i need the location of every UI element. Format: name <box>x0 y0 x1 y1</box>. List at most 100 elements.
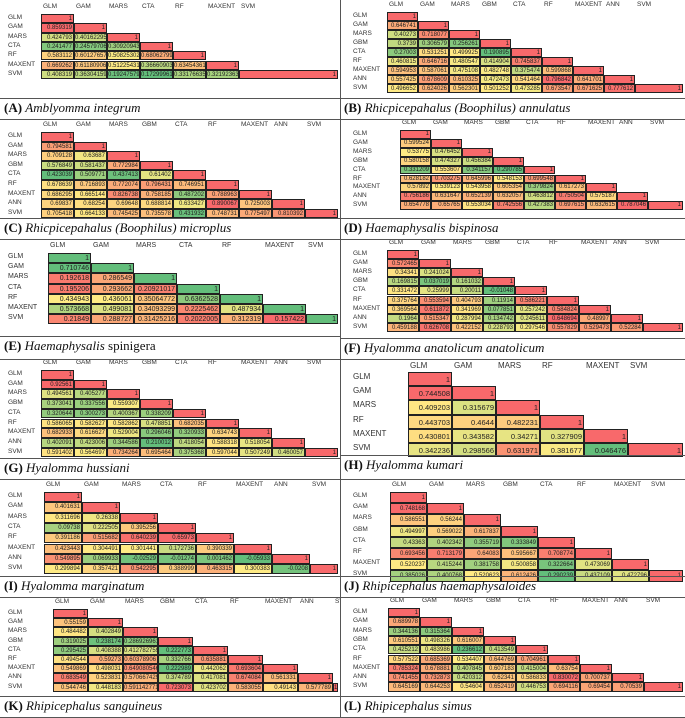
correlation-cell: 0.09738 <box>44 522 82 534</box>
correlation-cell: 0.256261 <box>449 39 480 48</box>
diagonal-cell: 1 <box>511 48 542 57</box>
correlation-cell: 0.810392 <box>272 208 305 219</box>
panel-h: GLM GAM MARS RF MAXENT SVM GLM 1 GAM 0.744508 1 MAR… <box>340 360 685 480</box>
correlation-cell: 0.463812 <box>524 192 555 202</box>
diagonal-cell: 1 <box>239 69 338 80</box>
correlation-cell: 0.402342 <box>427 536 464 548</box>
column-header: MARS <box>136 242 157 249</box>
column-header: CTA <box>540 481 553 488</box>
correlation-cell: 0.037019 <box>419 277 451 287</box>
correlation-cell: 0.512254319 <box>107 60 140 70</box>
panel-caption: (E) Haemaphysalis spinigera <box>4 338 156 354</box>
column-header: SVM <box>651 481 666 488</box>
diagonal-cell: 1 <box>140 160 173 171</box>
row-label: GAM <box>353 617 368 625</box>
panel-l: GLM GAM MARS GBM CTA RF MAXENT ANN SVM GLM 1 GAM 0.6… <box>340 598 685 718</box>
correlation-cell: 0.27003 <box>387 48 418 57</box>
caption-divider <box>340 98 685 99</box>
correlation-cell: 0.408388 <box>88 645 123 655</box>
correlation-cell: 0.732873 <box>420 673 452 683</box>
column-header: MARS <box>125 598 144 605</box>
correlation-cell: 0.520237 <box>390 559 427 571</box>
correlation-cell: 0.484482 <box>53 627 88 637</box>
row-label: GLM <box>8 609 23 616</box>
correlation-cell: 0.61402 <box>140 170 173 180</box>
column-header: SVM <box>307 360 322 366</box>
correlation-cell: 0.63754 <box>548 663 580 674</box>
row-label: GAM <box>8 502 23 510</box>
diagonal-cell: 1 <box>419 259 451 269</box>
diagonal-cell: 1 <box>239 189 272 200</box>
correlation-cell: 0.628182 <box>400 174 431 184</box>
correlation-cell: 0.60378906 <box>123 655 158 665</box>
correlation-cell: 0.713179 <box>427 548 464 560</box>
panel-letter: (G) <box>4 460 27 475</box>
column-header: SVM <box>335 598 340 605</box>
correlation-cell: 0.498031 <box>88 664 123 674</box>
row-label: GLM <box>353 130 368 137</box>
row-label: GBM <box>353 156 368 164</box>
caption-divider <box>340 455 685 456</box>
correlation-cell: 0.338209 <box>140 408 173 419</box>
row-divider <box>0 479 685 480</box>
diagonal-cell: 1 <box>579 304 611 314</box>
column-header: CTA <box>517 240 530 246</box>
row-divider <box>0 597 685 598</box>
correlation-cell: 0.20011 <box>451 286 483 296</box>
row-label: SVM <box>353 443 371 452</box>
correlation-cell: 0.699548 <box>524 174 555 184</box>
correlation-cell: 0.678609 <box>418 75 449 84</box>
correlation-cell: 0.312319 <box>220 314 263 325</box>
column-header: GBM <box>142 360 157 366</box>
correlation-cell: 0.172999613 <box>140 69 173 80</box>
correlation-cell: 0.456384 <box>462 156 493 166</box>
panel-caption: (D) Haemaphysalis bispinosa <box>344 220 499 236</box>
column-header: GLM <box>389 1 404 8</box>
correlation-cell: 0.92561 <box>41 379 74 390</box>
correlation-cell: 0.703275 <box>431 174 462 184</box>
correlation-cell: 0.222989 <box>158 664 193 674</box>
correlation-cell: 0.311696 <box>44 512 82 523</box>
column-header: RF <box>550 598 559 604</box>
diagonal-cell: 1 <box>272 437 305 448</box>
diagonal-cell: 1 <box>524 165 555 175</box>
diagonal-cell: 1 <box>44 492 82 503</box>
correlation-cell: 0.415244 <box>427 559 464 571</box>
correlation-cell: 0.531251 <box>418 48 449 57</box>
column-header: MAXENT <box>586 361 620 370</box>
correlation-cell: 0.671625 <box>573 84 604 93</box>
diagonal-cell: 1 <box>333 682 338 692</box>
row-label: GLM <box>8 132 23 139</box>
row-label: GLM <box>353 372 371 381</box>
row-label: MARS <box>8 273 29 281</box>
row-label: SVM <box>8 682 23 690</box>
row-label: CTA <box>353 48 366 55</box>
diagonal-cell: 1 <box>220 293 263 304</box>
diagonal-cell: 1 <box>387 12 418 21</box>
column-header: SVM <box>630 361 648 370</box>
column-header: GAM <box>84 481 99 488</box>
correlation-cell: 0.646716 <box>418 57 449 66</box>
correlation-cell: 0.077851 <box>483 304 515 314</box>
row-label: GBM <box>353 277 368 285</box>
diagonal-cell: 1 <box>158 636 193 646</box>
correlation-cell: 0.366609031 <box>140 60 173 70</box>
column-header: MARS <box>454 598 473 604</box>
correlation-cell: 0.363041597 <box>74 69 107 80</box>
correlation-cell: 0.236612 <box>452 645 484 655</box>
diagonal-cell: 1 <box>239 428 272 438</box>
correlation-cell: 0.682933 <box>41 428 74 438</box>
correlation-cell: 0.460057 <box>272 447 305 458</box>
correlation-cell: 0.417081 <box>193 673 228 683</box>
row-label: GLM <box>8 492 23 499</box>
row-label: GLM <box>8 14 23 21</box>
correlation-cell: 0.297546 <box>515 322 547 332</box>
correlation-cell: 0.402091 <box>41 437 74 448</box>
row-label: CTA <box>353 286 366 294</box>
row-label: SVM <box>8 447 23 455</box>
correlation-cell: 0.557425 <box>387 75 418 84</box>
column-header: RF <box>222 242 232 249</box>
row-label: SVM <box>353 570 368 578</box>
row-label: MARS <box>8 627 27 635</box>
correlation-cell: 0.369564 <box>387 304 419 314</box>
